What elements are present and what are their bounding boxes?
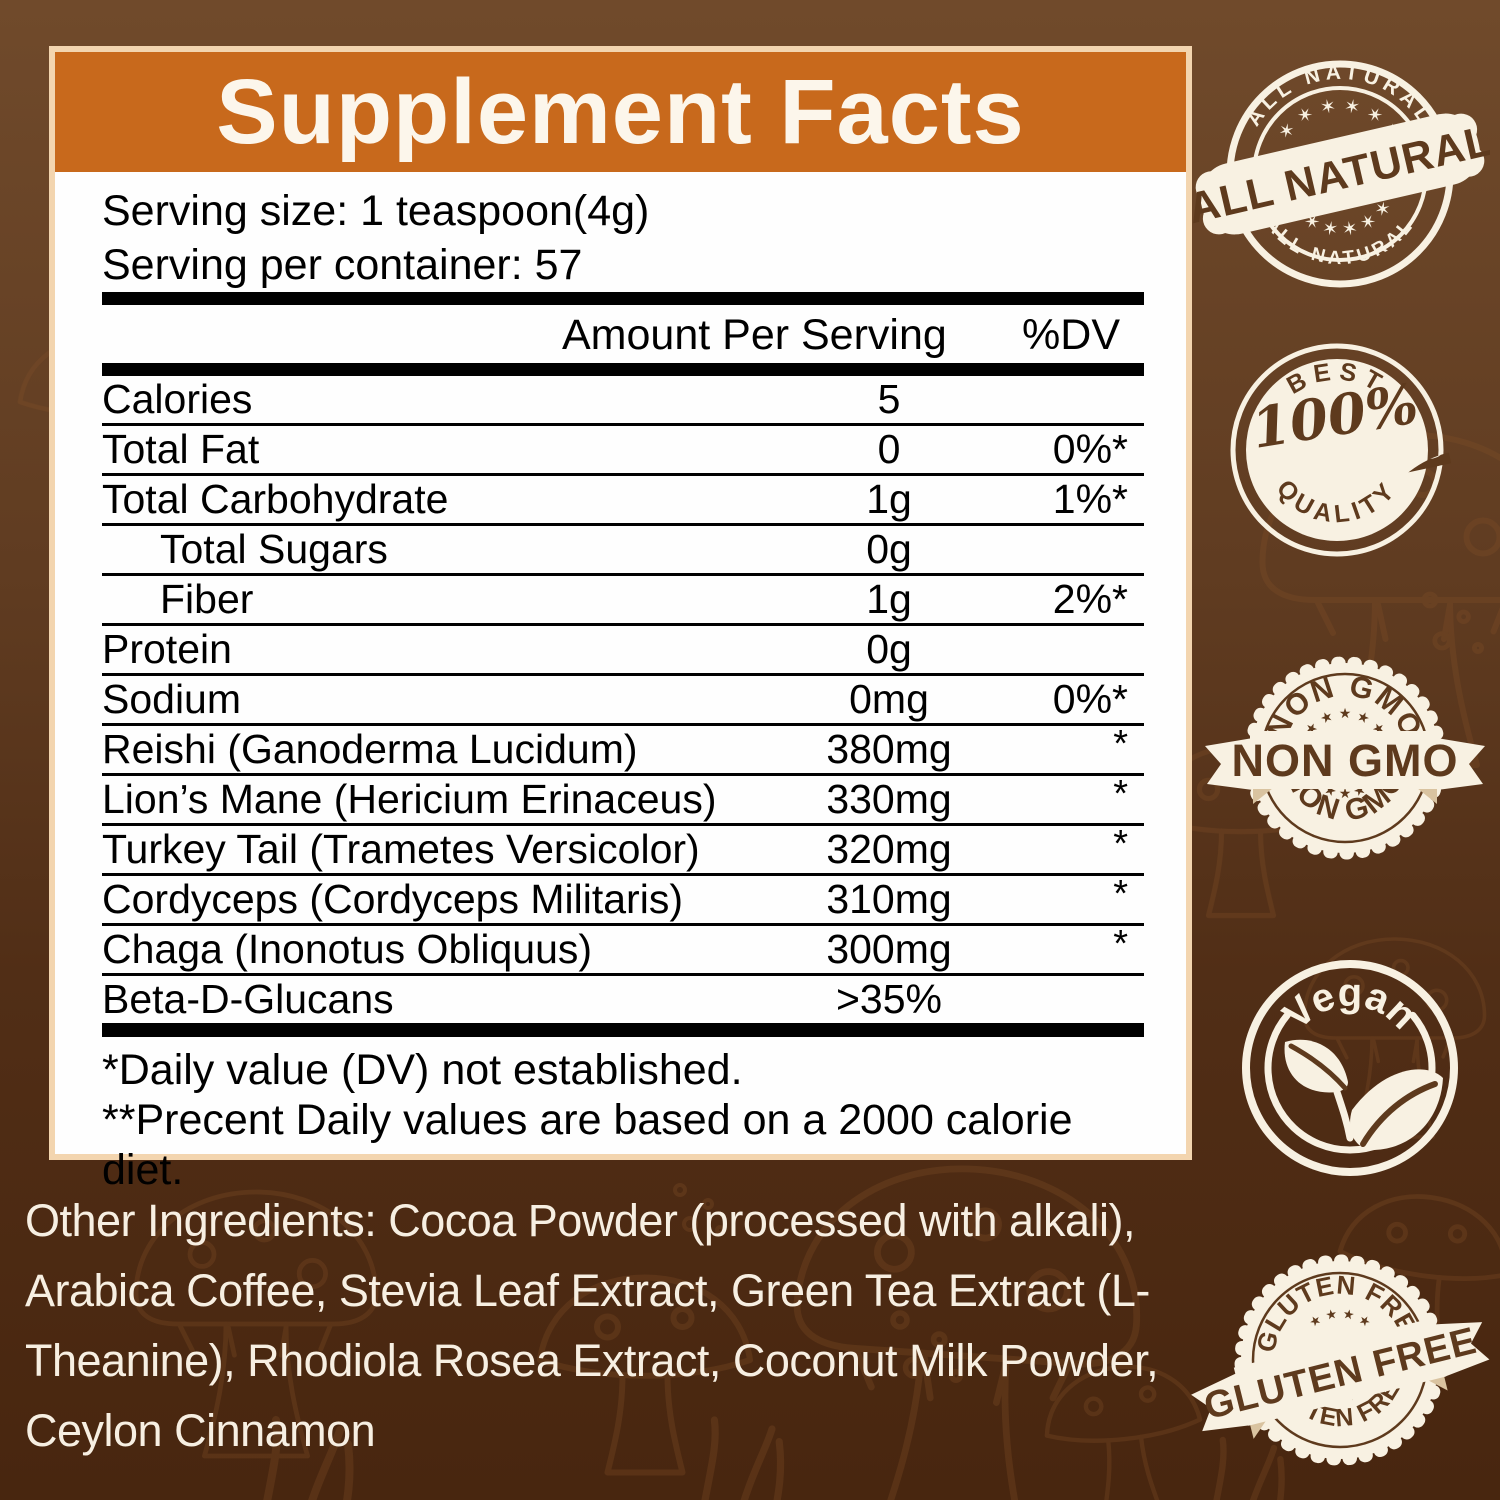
row-label: Total Sugars xyxy=(160,526,388,572)
table-row: Total Carbohydrate 1g 1%* xyxy=(102,476,1144,526)
row-label: Chaga (Inonotus Obliquus) xyxy=(102,926,593,972)
footnotes: *Daily value (DV) not established. **Pre… xyxy=(102,1037,1144,1195)
servings-per-container: Serving per container: 57 xyxy=(102,241,583,289)
row-label: Turkey Tail (Trametes Versicolor) xyxy=(102,826,700,872)
row-amount: 330mg xyxy=(826,776,952,822)
row-dv: * xyxy=(1113,773,1128,815)
row-dv: 0%* xyxy=(1052,676,1128,722)
row-label: Total Fat xyxy=(102,426,260,472)
badge-gluten-free: GLUTEN FREE GLUTEN FREE ★ ★ ★ ★ ★ ★ ★ ★ … xyxy=(1191,1254,1490,1466)
badge-all-natural: ALL NATURAL ALL NATURAL ✶ ✶ ✶ ✶ ✶ ✶ ✶ ✶ … xyxy=(1190,60,1490,288)
row-amount: 0 xyxy=(877,426,901,472)
row-amount: 0g xyxy=(866,626,912,672)
table-row: Reishi (Ganoderma Lucidum) 380mg * xyxy=(102,723,1144,776)
row-label: Beta-D-Glucans xyxy=(102,976,394,1022)
divider-bar xyxy=(102,292,1144,305)
row-amount: 310mg xyxy=(826,876,952,922)
footnote-dv: *Daily value (DV) not established. xyxy=(102,1046,743,1094)
row-label: Reishi (Ganoderma Lucidum) xyxy=(102,726,638,772)
row-dv: * xyxy=(1113,923,1128,965)
panel-title: Supplement Facts xyxy=(216,60,1025,163)
row-amount: 380mg xyxy=(826,726,952,772)
table-row: Turkey Tail (Trametes Versicolor) 320mg … xyxy=(102,823,1144,876)
row-amount: 0mg xyxy=(849,676,929,722)
badge-100-organic: BEST QUALITY 100% ORGANIC xyxy=(1230,343,1452,557)
panel-body: Serving size: 1 teaspoon(4g) Serving per… xyxy=(55,172,1186,1195)
row-amount: 300mg xyxy=(826,926,952,972)
divider-bar xyxy=(102,1023,1144,1037)
table-row: Cordyceps (Cordyceps Militaris) 310mg * xyxy=(102,873,1144,926)
table-row: Chaga (Inonotus Obliquus) 300mg * xyxy=(102,923,1144,976)
non-gmo-ribbon-text: NON GMO xyxy=(1232,735,1459,786)
table-row: Total Fat 0 0%* xyxy=(102,426,1144,476)
row-amount: 1g xyxy=(866,476,912,522)
row-amount: 0g xyxy=(866,526,912,572)
row-dv: 0%* xyxy=(1052,426,1128,472)
row-amount: >35% xyxy=(835,976,942,1022)
footnote-percent: **Precent Daily values are based on a 20… xyxy=(102,1096,1073,1194)
table-row: Total Sugars 0g xyxy=(102,526,1144,576)
row-label: Sodium xyxy=(102,676,242,722)
row-label: Lion’s Mane (Hericium Erinaceus) xyxy=(102,776,717,822)
panel-header: Supplement Facts xyxy=(55,52,1186,172)
table-row: Calories 5 xyxy=(102,376,1144,426)
row-label: Protein xyxy=(102,626,232,672)
row-label: Cordyceps (Cordyceps Militaris) xyxy=(102,876,683,922)
table-row: Fiber 1g 2%* xyxy=(102,576,1144,626)
row-amount: 5 xyxy=(877,376,901,422)
row-label: Total Carbohydrate xyxy=(102,476,449,522)
table-row: Protein 0g xyxy=(102,626,1144,676)
serving-size: Serving size: 1 teaspoon(4g) xyxy=(102,187,650,235)
row-dv: 1%* xyxy=(1052,476,1128,522)
badge-vegan: Vegan xyxy=(1242,960,1458,1176)
row-amount: 320mg xyxy=(826,826,952,872)
row-dv: * xyxy=(1113,873,1128,915)
row-dv: * xyxy=(1113,723,1128,765)
row-label: Calories xyxy=(102,376,253,422)
dv-header: %DV xyxy=(1022,311,1120,359)
table-row: Sodium 0mg 0%* xyxy=(102,676,1144,726)
serving-info: Serving size: 1 teaspoon(4g) Serving per… xyxy=(102,172,1144,292)
leaf-icon xyxy=(1284,1039,1443,1150)
table-column-headers: Amount Per Serving %DV xyxy=(102,305,1144,363)
row-label: Fiber xyxy=(160,576,254,622)
facts-table: Calories 5 Total Fat 0 0%* Total Carbohy… xyxy=(102,376,1144,1023)
table-row: Lion’s Mane (Hericium Erinaceus) 330mg * xyxy=(102,773,1144,826)
other-ingredients-text: Other Ingredients: Cocoa Powder (process… xyxy=(25,1195,1159,1456)
row-dv: * xyxy=(1113,823,1128,865)
table-row: Beta-D-Glucans >35% xyxy=(102,976,1144,1023)
amount-per-serving-header: Amount Per Serving xyxy=(562,311,947,359)
row-dv: 2%* xyxy=(1052,576,1128,622)
row-amount: 1g xyxy=(866,576,912,622)
supplement-facts-panel: Supplement Facts Serving size: 1 teaspoo… xyxy=(49,46,1192,1194)
badge-non-gmo: NON GMO NON GMO ★ ★ ★ ★ ★ ★ ★ ★ ★ ★ NON … xyxy=(1205,656,1485,860)
non-gmo-ribbon: NON GMO xyxy=(1205,731,1485,804)
divider-bar xyxy=(102,363,1144,376)
